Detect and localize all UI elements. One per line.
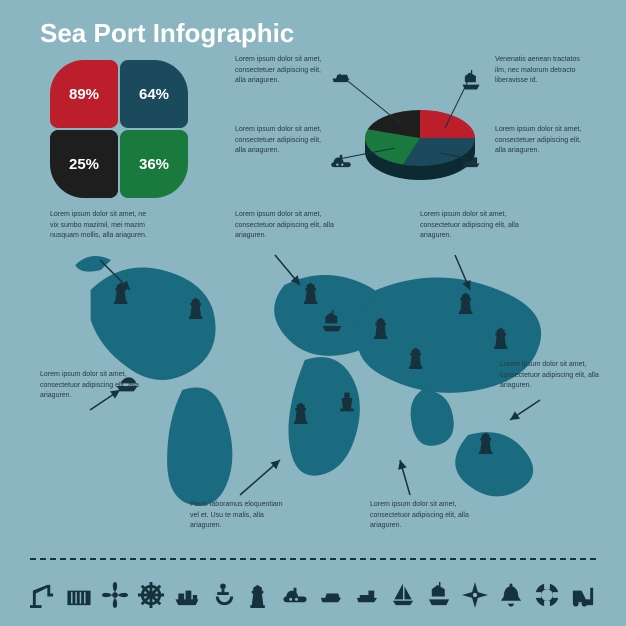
- wheel-icon: [138, 582, 164, 608]
- map-lighthouse-icon-8: [405, 345, 429, 374]
- map-lighthouse-icon-10: [490, 325, 514, 354]
- cargo-ship-icon: [174, 582, 200, 608]
- ship-icon: [426, 582, 452, 608]
- map-text-6: Lorem ipsum dolor sit amet, consectetuor…: [370, 500, 470, 532]
- map-text-1: Lorem ipsum dolor sit amet, consectetuor…: [235, 210, 335, 242]
- map-text-2: Lorem ipsum dolor sit amet, consectetuor…: [420, 210, 520, 242]
- sailboat-icon: [390, 582, 416, 608]
- propeller-icon: [102, 582, 128, 608]
- crane-icon: [30, 582, 56, 608]
- divider: [30, 558, 596, 560]
- map-text-4: Lorem ipsum dolor sit amet, consectetuor…: [500, 360, 600, 392]
- map-text-5: Paulo laboramus eloquentiam vel et. Usu …: [190, 500, 290, 532]
- compass-icon: [462, 582, 488, 608]
- submarine-icon: [282, 582, 308, 608]
- map-text-0: Lorem ipsum dolor sit amet, ne vix sumbo…: [50, 210, 150, 242]
- map-lighthouse-icon-0: [110, 280, 134, 309]
- map-ship-icon-4: [320, 310, 344, 339]
- map-lighthouse-icon-3: [300, 280, 324, 309]
- forklift-icon: [570, 582, 596, 608]
- lighthouse-icon: [246, 582, 272, 608]
- map-lighthouse-icon-1: [185, 295, 209, 324]
- map-lighthouse-icon-5: [290, 400, 314, 429]
- anchor-icon: [210, 582, 236, 608]
- map-lighthouse-icon-11: [475, 430, 499, 459]
- infographic-canvas: Sea Port Infographic 89%64%25%36% Lorem …: [0, 0, 626, 626]
- speedboat-icon: [318, 582, 344, 608]
- bell-icon: [498, 582, 524, 608]
- map-buoy-icon-6: [335, 390, 359, 419]
- motorboat-icon: [354, 582, 380, 608]
- map-lighthouse-icon-7: [370, 315, 394, 344]
- icon-row: [30, 582, 596, 608]
- container-icon: [66, 582, 92, 608]
- map-text-3: Lorem ipsum dolor sit amet, consectetuor…: [40, 370, 140, 402]
- map-lighthouse-icon-9: [455, 290, 479, 319]
- lifebuoy-icon: [534, 582, 560, 608]
